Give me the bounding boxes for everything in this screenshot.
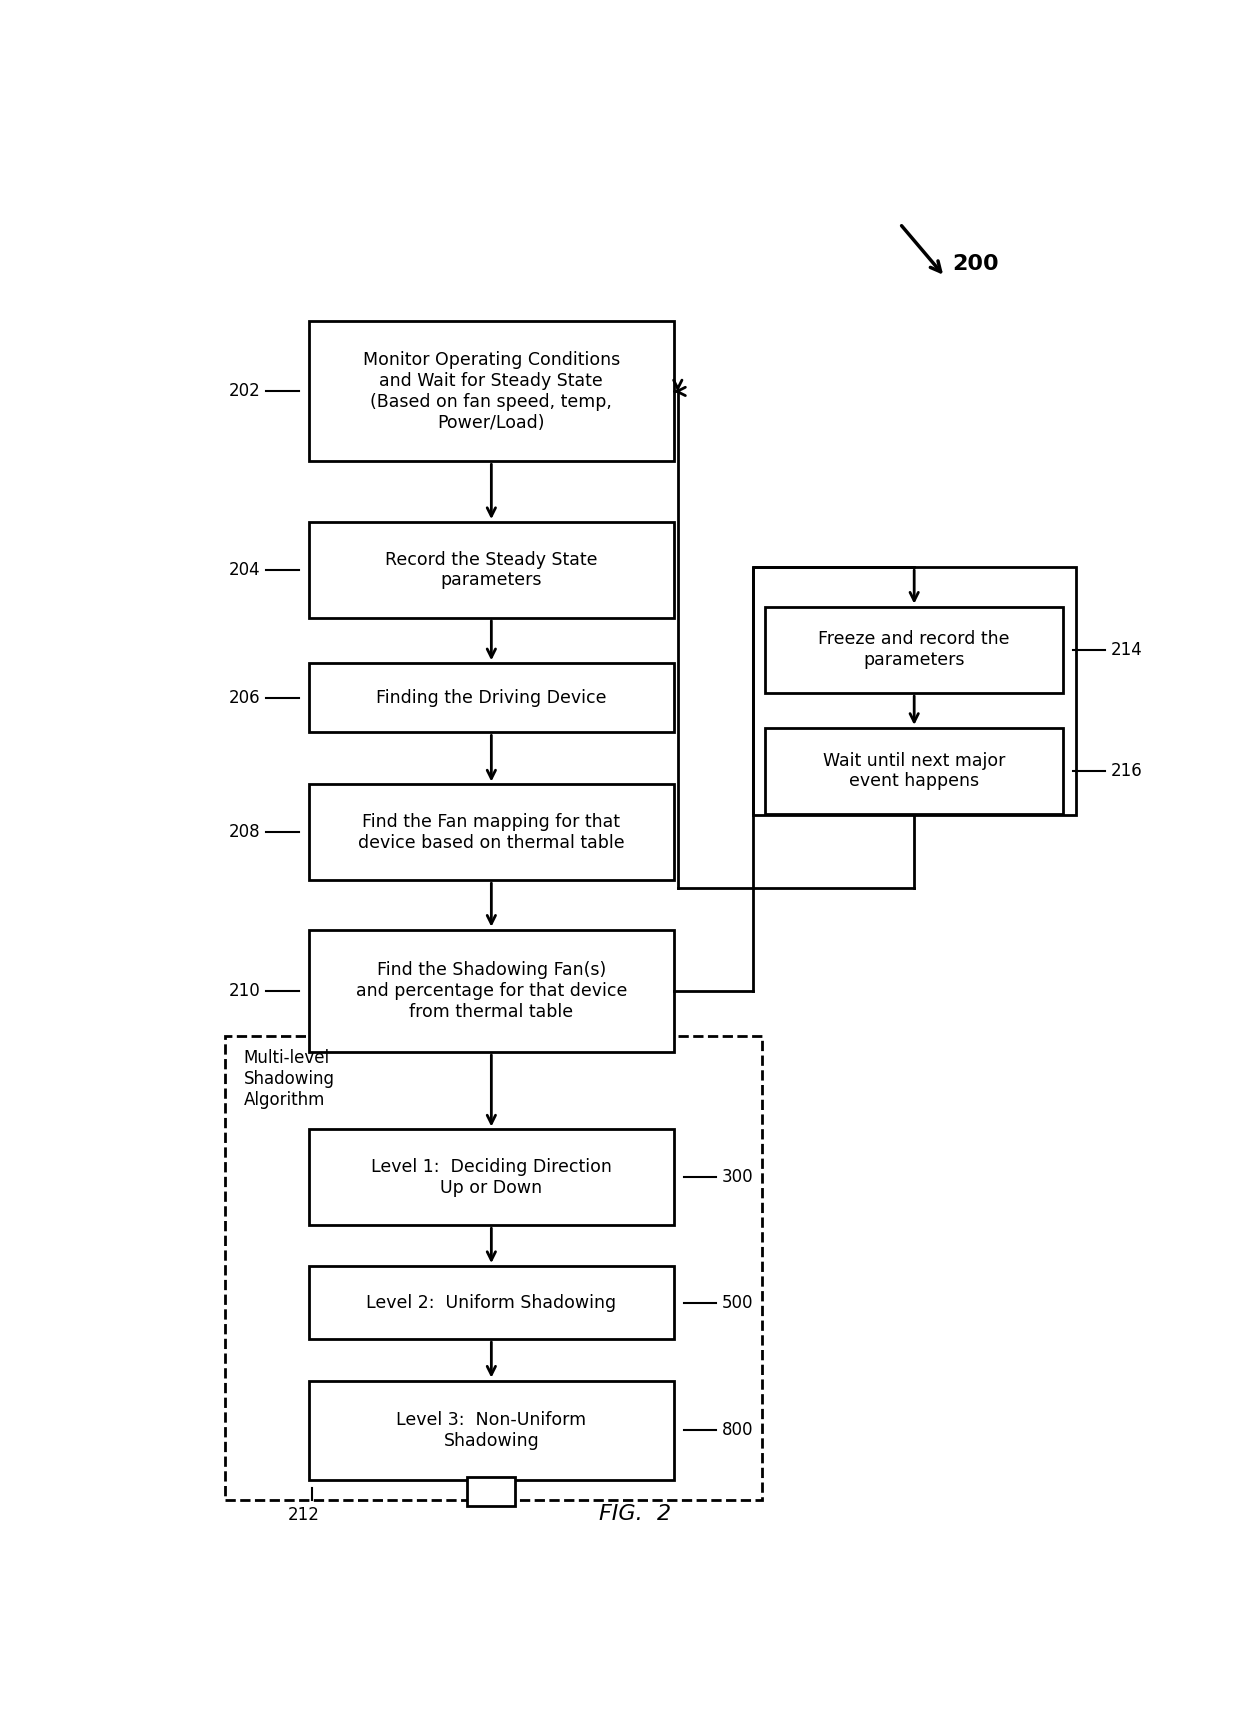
Text: Level 1:  Deciding Direction
Up or Down: Level 1: Deciding Direction Up or Down bbox=[371, 1157, 611, 1197]
Text: 204: 204 bbox=[229, 561, 260, 580]
FancyBboxPatch shape bbox=[309, 1266, 675, 1339]
FancyBboxPatch shape bbox=[309, 929, 675, 1052]
FancyBboxPatch shape bbox=[309, 1381, 675, 1481]
Text: Multi-level
Shadowing
Algorithm: Multi-level Shadowing Algorithm bbox=[243, 1050, 335, 1109]
Text: Level 3:  Non-Uniform
Shadowing: Level 3: Non-Uniform Shadowing bbox=[397, 1412, 587, 1450]
Text: 214: 214 bbox=[1111, 640, 1143, 659]
Text: Find the Fan mapping for that
device based on thermal table: Find the Fan mapping for that device bas… bbox=[358, 813, 625, 851]
Text: Find the Shadowing Fan(s)
and percentage for that device
from thermal table: Find the Shadowing Fan(s) and percentage… bbox=[356, 962, 627, 1021]
Text: 500: 500 bbox=[722, 1294, 754, 1311]
Text: 208: 208 bbox=[229, 823, 260, 841]
Text: 216: 216 bbox=[1111, 763, 1143, 780]
Text: Level 2:  Uniform Shadowing: Level 2: Uniform Shadowing bbox=[366, 1294, 616, 1311]
Text: 300: 300 bbox=[722, 1168, 754, 1187]
Text: 800: 800 bbox=[722, 1422, 754, 1439]
Text: Finding the Driving Device: Finding the Driving Device bbox=[376, 689, 606, 708]
Text: 206: 206 bbox=[229, 689, 260, 708]
Text: Freeze and record the
parameters: Freeze and record the parameters bbox=[818, 630, 1009, 670]
Bar bbox=[467, 1477, 516, 1507]
Text: Wait until next major
event happens: Wait until next major event happens bbox=[823, 751, 1006, 791]
Text: Record the Steady State
parameters: Record the Steady State parameters bbox=[386, 550, 598, 590]
FancyBboxPatch shape bbox=[309, 522, 675, 618]
FancyBboxPatch shape bbox=[309, 1130, 675, 1225]
FancyBboxPatch shape bbox=[765, 607, 1063, 694]
FancyBboxPatch shape bbox=[765, 728, 1063, 815]
Text: 200: 200 bbox=[952, 254, 999, 273]
FancyBboxPatch shape bbox=[309, 322, 675, 462]
Text: 210: 210 bbox=[229, 983, 260, 1000]
Text: Monitor Operating Conditions
and Wait for Steady State
(Based on fan speed, temp: Monitor Operating Conditions and Wait fo… bbox=[363, 351, 620, 431]
FancyBboxPatch shape bbox=[309, 784, 675, 881]
FancyBboxPatch shape bbox=[753, 567, 1075, 815]
FancyBboxPatch shape bbox=[309, 663, 675, 732]
Text: 212: 212 bbox=[288, 1507, 320, 1524]
Text: FIG.  2: FIG. 2 bbox=[599, 1503, 672, 1524]
Text: 202: 202 bbox=[229, 382, 260, 400]
